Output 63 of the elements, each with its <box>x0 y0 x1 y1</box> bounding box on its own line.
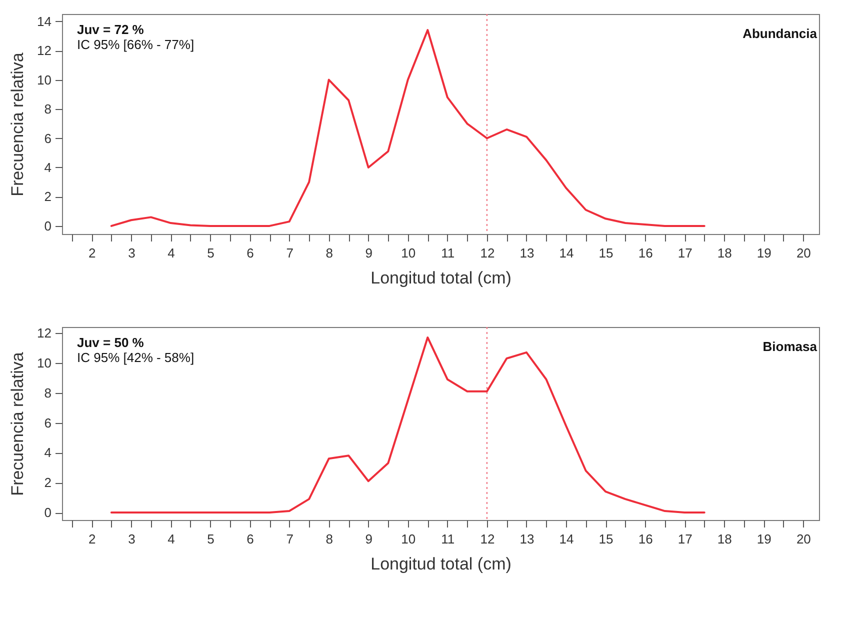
x-tick-label: 11 <box>441 246 455 260</box>
x-tick-label: 9 <box>365 246 372 260</box>
x-tick-label: 10 <box>401 532 416 546</box>
x-tick-label: 16 <box>638 246 653 260</box>
y-tick-label: 10 <box>37 355 52 370</box>
x-tick-label: 19 <box>756 532 772 546</box>
x-tick-label: 10 <box>401 246 416 260</box>
y-tick-label: 6 <box>44 415 52 430</box>
annotation: IC 95% [42% - 58%] <box>77 350 194 365</box>
x-tick-label: 7 <box>286 532 294 546</box>
x-tick-label: 11 <box>441 532 455 546</box>
y-tick-label: 2 <box>44 189 52 204</box>
y-tick-label: 12 <box>37 325 52 340</box>
y-tick-label: 4 <box>44 445 52 460</box>
x-tick-label: 5 <box>207 532 214 546</box>
x-tick-label: 4 <box>168 532 175 546</box>
y-tick-label: 0 <box>44 505 52 520</box>
y-tick-label: 14 <box>37 14 52 29</box>
y-tick-label: 4 <box>44 160 52 175</box>
x-tick-label: 13 <box>520 532 534 546</box>
y-tick-label: 2 <box>44 475 52 490</box>
x-tick-label: 13 <box>520 246 534 260</box>
x-tick-label: 7 <box>286 246 294 260</box>
x-tick-label: 17 <box>678 246 692 260</box>
y-tick-label: 0 <box>44 218 52 234</box>
x-tick-label: 2 <box>88 246 96 260</box>
x-tick-label: 18 <box>717 532 732 546</box>
x-tick-label: 8 <box>326 246 333 260</box>
x-tick-label: 14 <box>559 532 574 546</box>
x-tick-label: 3 <box>128 532 136 546</box>
x-tick-label: 12 <box>480 246 495 260</box>
y-tick-label: 12 <box>37 43 52 58</box>
x-tick-label: 18 <box>717 246 732 260</box>
x-tick-label: 20 <box>796 532 811 546</box>
x-tick-label: 16 <box>638 532 653 546</box>
x-tick-label: 15 <box>598 246 614 260</box>
x-tick-label: 14 <box>559 246 574 260</box>
annotation: Juv = 72 % <box>77 22 144 37</box>
x-tick-label: 5 <box>207 246 214 260</box>
y-axis-title: Frecuencia relativa <box>8 52 28 196</box>
x-tick-label: 19 <box>756 246 772 260</box>
annotation: Biomasa <box>762 339 818 354</box>
annotation: Abundancia <box>742 26 818 41</box>
annotation: IC 95% [66% - 77%] <box>77 37 194 52</box>
x-tick-label: 12 <box>480 532 495 546</box>
x-tick-label: 17 <box>678 532 692 546</box>
y-tick-label: 8 <box>44 102 52 117</box>
y-tick-label: 8 <box>44 385 52 400</box>
annotation: Juv = 50 % <box>77 335 144 350</box>
y-tick-label: 10 <box>37 72 52 88</box>
x-tick-label: 6 <box>246 532 254 546</box>
x-tick-label: 4 <box>168 246 175 260</box>
x-tick-label: 2 <box>88 532 96 546</box>
y-axis-title: Frecuencia relativa <box>8 352 28 496</box>
x-tick-label: 15 <box>598 532 614 546</box>
x-tick-label: 20 <box>796 246 811 260</box>
x-axis-title: Longitud total (cm) <box>370 554 512 574</box>
y-tick-label: 6 <box>44 130 52 146</box>
x-tick-label: 3 <box>128 246 136 260</box>
x-tick-label: 9 <box>365 532 372 546</box>
x-axis-title: Longitud total (cm) <box>370 268 512 288</box>
x-tick-label: 6 <box>246 246 254 260</box>
x-tick-label: 8 <box>326 532 333 546</box>
